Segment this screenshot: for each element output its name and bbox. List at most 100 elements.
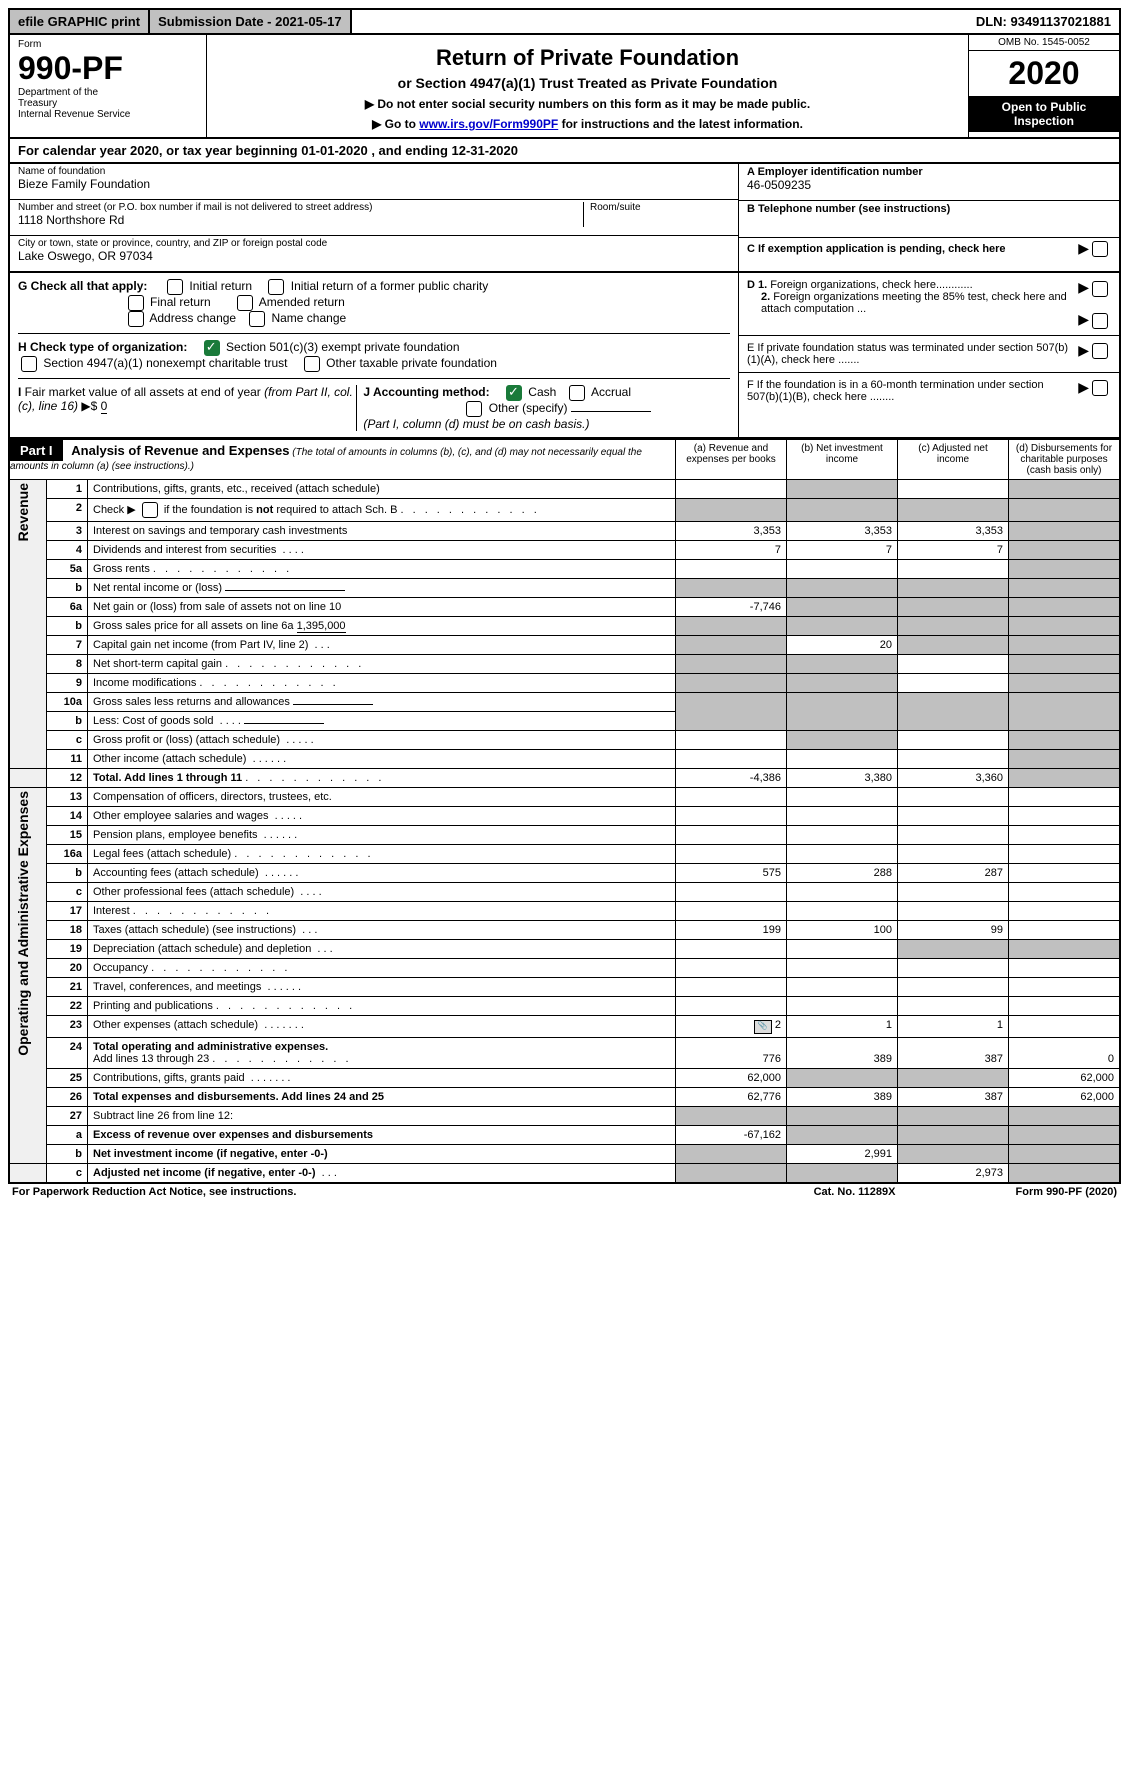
cash-checkbox[interactable] bbox=[506, 385, 522, 401]
city-state-zip: Lake Oswego, OR 97034 bbox=[18, 249, 730, 263]
e-label: E If private foundation status was termi… bbox=[747, 342, 1078, 366]
name-label: Name of foundation bbox=[18, 166, 730, 177]
row-5b: Net rental income or (loss) bbox=[88, 579, 676, 598]
col-c-header: (c) Adjusted net income bbox=[898, 440, 1009, 480]
j-note: (Part I, column (d) must be on cash basi… bbox=[363, 417, 589, 431]
instruction-2: ▶ Go to www.irs.gov/Form990PF for instru… bbox=[213, 117, 962, 131]
col-d-header: (d) Disbursements for charitable purpose… bbox=[1009, 440, 1121, 480]
other-taxable-checkbox[interactable] bbox=[304, 356, 320, 372]
i-label: I Fair market value of all assets at end… bbox=[18, 385, 353, 413]
amended-return-checkbox[interactable] bbox=[237, 295, 253, 311]
row-14: Other employee salaries and wages . . . … bbox=[88, 807, 676, 826]
row-16b: Accounting fees (attach schedule) . . . … bbox=[88, 864, 676, 883]
e-row: E If private foundation status was termi… bbox=[739, 336, 1119, 373]
row-16c: Other professional fees (attach schedule… bbox=[88, 883, 676, 902]
inspection-label: Open to Public Inspection bbox=[969, 96, 1119, 132]
form-number: 990-PF bbox=[18, 50, 198, 87]
header-left: Form 990-PF Department of theTreasuryInt… bbox=[10, 35, 207, 137]
part1-title: Analysis of Revenue and Expenses bbox=[65, 443, 289, 458]
h-label: H Check type of organization: bbox=[18, 340, 187, 354]
row-18: Taxes (attach schedule) (see instruction… bbox=[88, 921, 676, 940]
page-footer: For Paperwork Reduction Act Notice, see … bbox=[8, 1184, 1121, 1200]
form-subtitle: or Section 4947(a)(1) Trust Treated as P… bbox=[213, 75, 962, 91]
part1-table: Part I Analysis of Revenue and Expenses … bbox=[8, 439, 1121, 1184]
row-27b: Net investment income (if negative, ente… bbox=[88, 1145, 676, 1164]
f-label: F If the foundation is in a 60-month ter… bbox=[747, 379, 1078, 403]
4947-checkbox[interactable] bbox=[21, 356, 37, 372]
room-label: Room/suite bbox=[590, 202, 730, 213]
row-4: Dividends and interest from securities .… bbox=[88, 541, 676, 560]
exemption-checkbox[interactable] bbox=[1092, 241, 1108, 257]
catalog-number: Cat. No. 11289X bbox=[814, 1186, 896, 1198]
addr-label: Number and street (or P.O. box number if… bbox=[18, 202, 583, 213]
arrow-icon: ▶ bbox=[1078, 240, 1089, 257]
info-left: Name of foundation Bieze Family Foundati… bbox=[10, 164, 738, 271]
row-17: Interest bbox=[88, 902, 676, 921]
revenue-side-label: Revenue bbox=[15, 483, 31, 541]
phone-label: B Telephone number (see instructions) bbox=[747, 203, 1111, 215]
row-21: Travel, conferences, and meetings . . . … bbox=[88, 978, 676, 997]
form-header: Form 990-PF Department of theTreasuryInt… bbox=[8, 35, 1121, 139]
f-checkbox[interactable] bbox=[1092, 380, 1108, 396]
row-3: Interest on savings and temporary cash i… bbox=[88, 522, 676, 541]
info-right: A Employer identification number 46-0509… bbox=[738, 164, 1119, 271]
row-27c: Adjusted net income (if negative, enter … bbox=[88, 1164, 676, 1184]
row-11: Other income (attach schedule) . . . . .… bbox=[88, 750, 676, 769]
tax-year: 2020 bbox=[969, 51, 1119, 96]
expenses-side-label: Operating and Administrative Expenses bbox=[15, 791, 31, 1056]
paperwork-notice: For Paperwork Reduction Act Notice, see … bbox=[12, 1186, 296, 1198]
schb-checkbox[interactable] bbox=[142, 502, 158, 518]
form-ref: Form 990-PF (2020) bbox=[1016, 1186, 1118, 1198]
accrual-checkbox[interactable] bbox=[569, 385, 585, 401]
check-right: D 1. Foreign organizations, check here..… bbox=[738, 273, 1119, 437]
d1-label: D 1. Foreign organizations, check here..… bbox=[747, 279, 1078, 291]
row-5a: Gross rents bbox=[88, 560, 676, 579]
row-22: Printing and publications bbox=[88, 997, 676, 1016]
foundation-info: Name of foundation Bieze Family Foundati… bbox=[8, 164, 1121, 273]
row-1: Contributions, gifts, grants, etc., rece… bbox=[88, 480, 676, 499]
instruction-1: ▶ Do not enter social security numbers o… bbox=[213, 97, 962, 111]
d1-checkbox[interactable] bbox=[1092, 281, 1108, 297]
attachment-icon[interactable]: 📎 bbox=[754, 1020, 772, 1034]
row-25: Contributions, gifts, grants paid . . . … bbox=[88, 1069, 676, 1088]
street-address: 1118 Northshore Rd bbox=[18, 213, 583, 227]
address-row: Number and street (or P.O. box number if… bbox=[10, 200, 738, 236]
row-13: Compensation of officers, directors, tru… bbox=[88, 788, 676, 807]
checkbox-section: G Check all that apply: Initial return I… bbox=[8, 273, 1121, 439]
g-label: G Check all that apply: bbox=[18, 279, 147, 293]
row-27: Subtract line 26 from line 12: bbox=[88, 1107, 676, 1126]
other-method-checkbox[interactable] bbox=[466, 401, 482, 417]
e-checkbox[interactable] bbox=[1092, 343, 1108, 359]
part1-label: Part I bbox=[10, 440, 63, 461]
ein-value: 46-0509235 bbox=[747, 178, 1111, 192]
name-change-checkbox[interactable] bbox=[249, 311, 265, 327]
501c3-checkbox[interactable] bbox=[204, 340, 220, 356]
phone-row: B Telephone number (see instructions) bbox=[739, 201, 1119, 238]
d-row: D 1. Foreign organizations, check here..… bbox=[739, 273, 1119, 336]
f-row: F If the foundation is in a 60-month ter… bbox=[739, 373, 1119, 409]
row-10a: Gross sales less returns and allowances bbox=[88, 693, 676, 712]
j-label: J Accounting method: bbox=[363, 385, 489, 399]
city-row: City or town, state or province, country… bbox=[10, 236, 738, 271]
row-7: Capital gain net income (from Part IV, l… bbox=[88, 636, 676, 655]
initial-return-checkbox[interactable] bbox=[167, 279, 183, 295]
city-label: City or town, state or province, country… bbox=[18, 238, 730, 249]
department: Department of theTreasuryInternal Revenu… bbox=[18, 87, 198, 120]
row-19: Depreciation (attach schedule) and deple… bbox=[88, 940, 676, 959]
irs-link[interactable]: www.irs.gov/Form990PF bbox=[419, 117, 558, 131]
row-6a: Net gain or (loss) from sale of assets n… bbox=[88, 598, 676, 617]
exemption-label: C If exemption application is pending, c… bbox=[747, 243, 1078, 255]
foundation-name: Bieze Family Foundation bbox=[18, 177, 730, 191]
ein-row: A Employer identification number 46-0509… bbox=[739, 164, 1119, 201]
row-9: Income modifications bbox=[88, 674, 676, 693]
header-center: Return of Private Foundation or Section … bbox=[207, 35, 968, 137]
final-return-checkbox[interactable] bbox=[128, 295, 144, 311]
d2-checkbox[interactable] bbox=[1092, 313, 1108, 329]
check-left: G Check all that apply: Initial return I… bbox=[10, 273, 738, 437]
header-right: OMB No. 1545-0052 2020 Open to Public In… bbox=[968, 35, 1119, 137]
row-15: Pension plans, employee benefits . . . .… bbox=[88, 826, 676, 845]
row-23: Other expenses (attach schedule) . . . .… bbox=[88, 1016, 676, 1038]
address-change-checkbox[interactable] bbox=[128, 311, 144, 327]
initial-former-checkbox[interactable] bbox=[268, 279, 284, 295]
calendar-year-row: For calendar year 2020, or tax year begi… bbox=[8, 139, 1121, 164]
